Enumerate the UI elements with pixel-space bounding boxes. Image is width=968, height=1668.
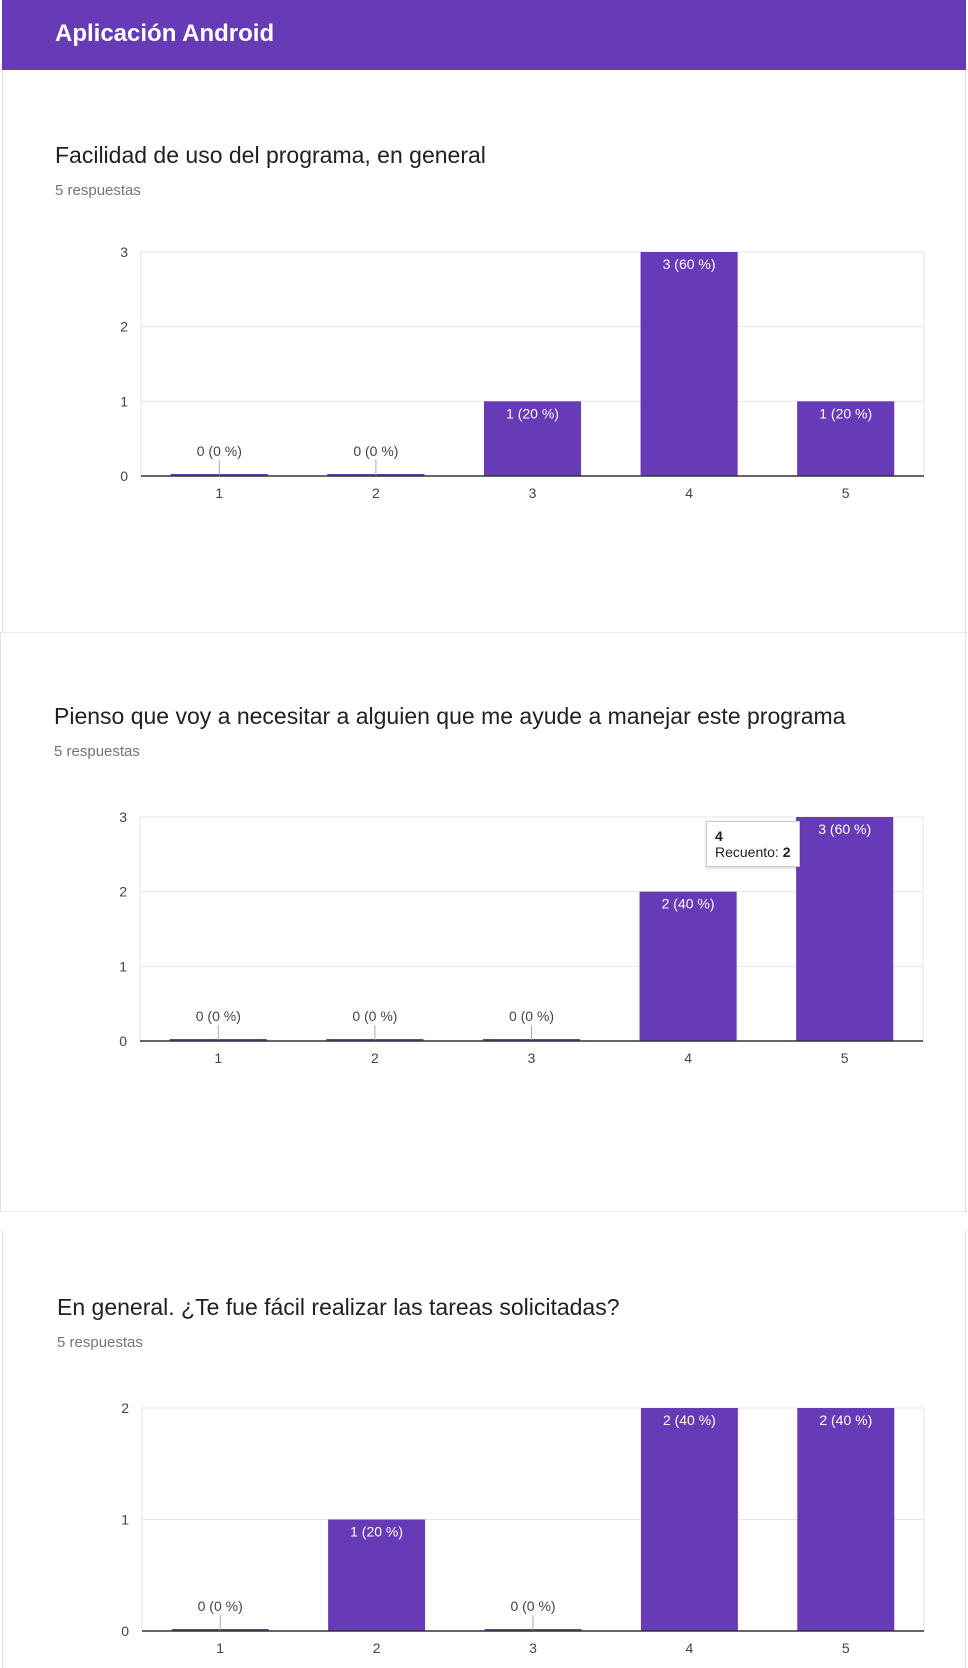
response-count: 5 respuestas	[55, 182, 141, 199]
y-tick-label: 0	[121, 1623, 129, 1639]
bar	[328, 1519, 426, 1631]
x-tick-label: 3	[528, 1050, 536, 1066]
form-title: Aplicación Android	[55, 20, 275, 47]
x-tick-label: 1	[214, 1050, 222, 1066]
bar-data-label: 0 (0 %)	[352, 1008, 397, 1024]
bar	[797, 1408, 895, 1631]
x-tick-label: 3	[529, 485, 537, 501]
question-title: Facilidad de uso del programa, en genera…	[55, 142, 486, 168]
x-tick-label: 2	[372, 485, 380, 501]
y-tick-label: 1	[119, 958, 127, 974]
bar-data-label: 3 (60 %)	[663, 256, 716, 272]
bar-chart: 0 1 2 3 0 (0 %) 1 0 (0 %) 2 1 (20 %) 3 3 (60 %) 4 1 …	[120, 244, 925, 501]
bar-data-label: 1 (20 %)	[350, 1524, 403, 1540]
y-tick-label: 1	[121, 1512, 129, 1528]
response-count: 5 respuestas	[54, 743, 140, 760]
response-count: 5 respuestas	[57, 1334, 143, 1351]
bar-data-label: 1 (20 %)	[506, 405, 559, 421]
bar-data-label: 0 (0 %)	[353, 443, 398, 459]
bar	[639, 891, 737, 1041]
bar	[796, 817, 894, 1041]
y-tick-label: 2	[121, 1400, 129, 1416]
tooltip-label: Recuento:	[715, 844, 779, 860]
y-tick-label: 3	[119, 809, 127, 825]
bar-data-label: 2 (40 %)	[663, 1412, 716, 1428]
y-tick-label: 2	[119, 884, 127, 900]
question-card-1: Facilidad de uso del programa, en genera…	[2, 70, 966, 632]
bar-data-label: 0 (0 %)	[198, 1598, 243, 1614]
card-separator	[0, 1211, 968, 1212]
tooltip-category: 4	[715, 828, 723, 844]
x-tick-label: 1	[216, 1640, 224, 1656]
y-tick-label: 0	[120, 468, 128, 484]
bar-data-label: 2 (40 %)	[662, 896, 715, 912]
x-tick-label: 1	[215, 485, 223, 501]
x-tick-label: 4	[686, 1640, 694, 1656]
form-header: Aplicación Android	[2, 0, 966, 70]
x-tick-label: 5	[841, 1050, 849, 1066]
bar	[640, 1408, 738, 1631]
tooltip-value: 2	[782, 844, 791, 860]
question-title: Pienso que voy a necesitar a alguien que…	[54, 703, 846, 729]
bar-data-label: 3 (60 %)	[818, 821, 871, 837]
y-tick-label: 3	[120, 244, 128, 260]
bar-chart: 0 1 2 0 (0 %) 1 1 (20 %) 2 0 (0 %) 3 2 (40 %) 4 2 (…	[121, 1400, 925, 1656]
question-title: En general. ¿Te fue fácil realizar las t…	[57, 1294, 620, 1320]
x-tick-label: 3	[529, 1640, 537, 1656]
x-tick-label: 2	[371, 1050, 379, 1066]
x-tick-label: 4	[685, 485, 693, 501]
bar	[640, 252, 738, 476]
y-tick-label: 0	[119, 1033, 127, 1049]
bar-data-label: 0 (0 %)	[509, 1008, 554, 1024]
bar-chart: 0 1 2 3 0 (0 %) 1 0 (0 %) 2 0 (0 %) 3 2 (40 %) 4 3 (…	[119, 809, 924, 1066]
y-tick-label: 1	[120, 393, 128, 409]
x-tick-label: 5	[842, 485, 850, 501]
chart-tooltip: 4 Recuento: 2	[706, 821, 800, 867]
y-tick-label: 2	[120, 319, 128, 335]
x-tick-label: 4	[684, 1050, 692, 1066]
bar-data-label: 0 (0 %)	[510, 1598, 555, 1614]
x-tick-label: 5	[842, 1640, 850, 1656]
card-separator	[0, 632, 968, 633]
bar-data-label: 0 (0 %)	[196, 1008, 241, 1024]
bar-data-label: 0 (0 %)	[197, 443, 242, 459]
x-tick-label: 2	[373, 1640, 381, 1656]
bar-data-label: 1 (20 %)	[819, 405, 872, 421]
bar-data-label: 2 (40 %)	[819, 1412, 872, 1428]
bar	[797, 401, 895, 476]
bar	[483, 401, 582, 476]
